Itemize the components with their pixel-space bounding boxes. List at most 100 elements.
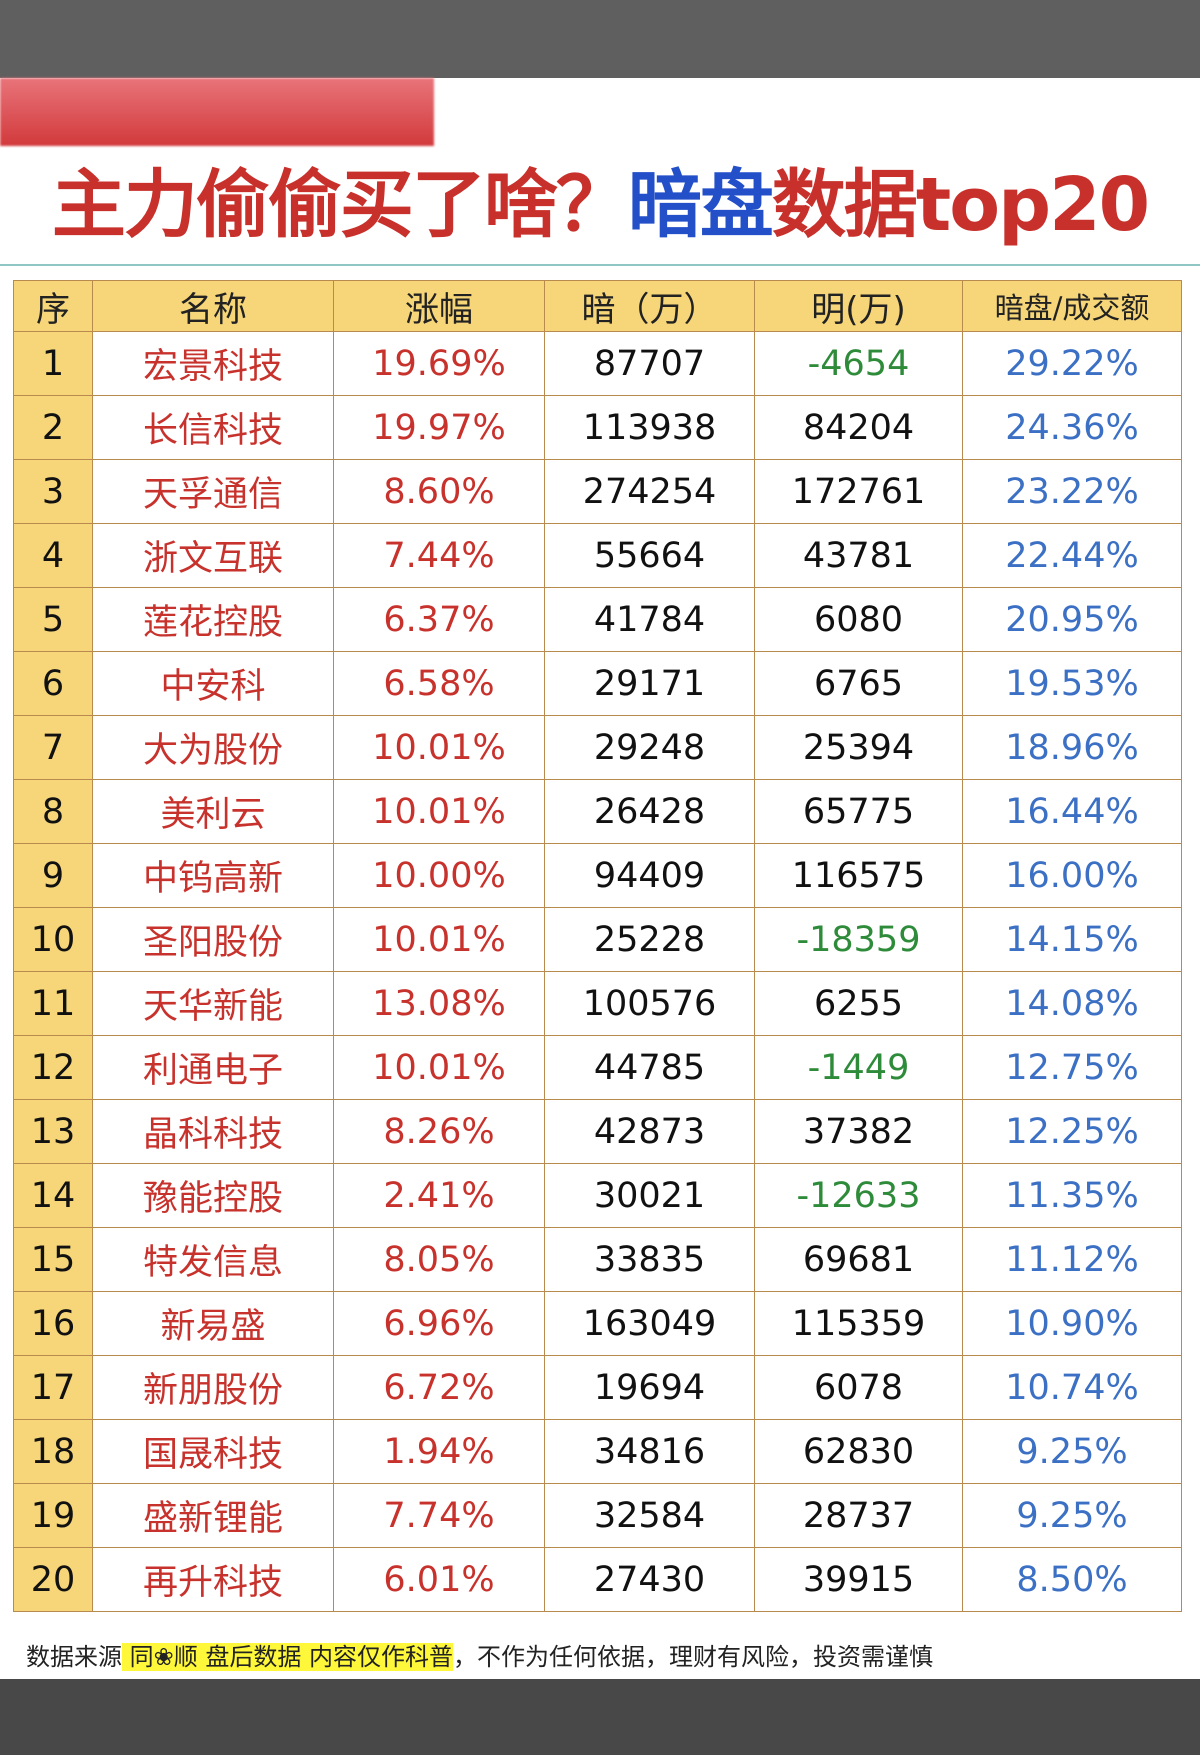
table-cell: 23.22% [962,459,1182,524]
table-cell: 29248 [544,715,755,780]
table-cell: 84204 [754,395,963,460]
footer-prefix: 数据来源 [26,1643,122,1671]
table-cell: 1.94% [333,1419,545,1484]
table-cell: 9.25% [962,1483,1182,1548]
table-row: 11 天华新能 13.08% 100576 6255 14.08% [13,971,1182,1036]
table-row: 7 大为股份 10.01% 29248 25394 18.96% [13,715,1182,780]
table-cell: 10.01% [333,907,545,972]
table-cell: 美利云 [92,779,334,844]
table-cell: 8.05% [333,1227,545,1292]
table-cell: 16.44% [962,779,1182,844]
table-cell: 62830 [754,1419,963,1484]
table-cell: 6.58% [333,651,545,716]
table-cell: 12.25% [962,1099,1182,1164]
footer-highlight: 同❀顺 盘后数据 内容仅作科普 [122,1643,453,1671]
table-cell: 113938 [544,395,755,460]
table-cell: 10.01% [333,715,545,780]
table-cell: 天孚通信 [92,459,334,524]
table-row: 5 莲花控股 6.37% 41784 6080 20.95% [13,587,1182,652]
table-row: 16 新易盛 6.96% 163049 115359 10.90% [13,1291,1182,1356]
table-cell: 12 [13,1035,93,1100]
table-cell: 国晟科技 [92,1419,334,1484]
table-row: 10 圣阳股份 10.01% 25228 -18359 14.15% [13,907,1182,972]
table-cell: 6.37% [333,587,545,652]
table-cell: 8.50% [962,1547,1182,1612]
table-cell: 16 [13,1291,93,1356]
table-cell: 43781 [754,523,963,588]
table-cell: 10.74% [962,1355,1182,1420]
table-row: 8 美利云 10.01% 26428 65775 16.44% [13,779,1182,844]
table-row: 20 再升科技 6.01% 27430 39915 8.50% [13,1547,1182,1612]
table-cell: 11.35% [962,1163,1182,1228]
table-cell: 7.44% [333,523,545,588]
table-cell: 2 [13,395,93,460]
table-cell: 8.26% [333,1099,545,1164]
table-row: 15 特发信息 8.05% 33835 69681 11.12% [13,1227,1182,1292]
table-cell: 13.08% [333,971,545,1036]
table-cell: 14.08% [962,971,1182,1036]
table-cell: 55664 [544,523,755,588]
table-cell: 9 [13,843,93,908]
table-cell: 天华新能 [92,971,334,1036]
page-title: 主力偷偷买了啥？暗盘数据top20 [0,160,1200,250]
table-cell: 10.01% [333,1035,545,1100]
table-cell: 65775 [754,779,963,844]
table-cell: 14 [13,1163,93,1228]
table-row: 9 中钨高新 10.00% 94409 116575 16.00% [13,843,1182,908]
table-cell: 6.72% [333,1355,545,1420]
table-cell: 6078 [754,1355,963,1420]
table-cell: 7.74% [333,1483,545,1548]
column-header: 暗（万） [544,280,755,332]
table-cell: 15 [13,1227,93,1292]
table-row: 13 晶科科技 8.26% 42873 37382 12.25% [13,1099,1182,1164]
table-cell: 宏景科技 [92,331,334,396]
table-cell: 94409 [544,843,755,908]
table-cell: 116575 [754,843,963,908]
table-cell: 8.60% [333,459,545,524]
footer-note: 数据来源 同❀顺 盘后数据 内容仅作科普，不作为任何依据，理财有风险，投资需谨慎 [26,1637,933,1672]
table-cell: 33835 [544,1227,755,1292]
table-cell: 新易盛 [92,1291,334,1356]
table-cell: 浙文互联 [92,523,334,588]
table-cell: 69681 [754,1227,963,1292]
table-cell: 豫能控股 [92,1163,334,1228]
table-cell: 9.25% [962,1419,1182,1484]
table-cell: -12633 [754,1163,963,1228]
table-cell: 19 [13,1483,93,1548]
column-header: 暗盘/成交额 [962,280,1182,332]
table-cell: 20.95% [962,587,1182,652]
table-cell: 42873 [544,1099,755,1164]
table-cell: 172761 [754,459,963,524]
table-cell: 6 [13,651,93,716]
table-cell: 13 [13,1099,93,1164]
data-table: 序名称 涨幅 暗（万） 明(万) 暗盘/成交额 1 宏景科技 19.69% 87707 -465… [13,280,1182,1612]
title-part3: 数据top20 [771,162,1150,248]
table-cell: 6.01% [333,1547,545,1612]
table-row: 18 国晟科技 1.94% 34816 62830 9.25% [13,1419,1182,1484]
table-row: 17 新朋股份 6.72% 19694 6078 10.74% [13,1355,1182,1420]
table-cell: 莲花控股 [92,587,334,652]
table-cell: 19.69% [333,331,545,396]
table-row: 6 中安科 6.58% 29171 6765 19.53% [13,651,1182,716]
table-cell: 再升科技 [92,1547,334,1612]
table-cell: 18.96% [962,715,1182,780]
table-cell: 24.36% [962,395,1182,460]
blurred-banner [0,78,434,146]
title-part2: 暗盘 [627,162,774,248]
table-cell: 41784 [544,587,755,652]
table-row: 2 长信科技 19.97% 113938 84204 24.36% [13,395,1182,460]
table-cell: 34816 [544,1419,755,1484]
table-cell: 新朋股份 [92,1355,334,1420]
table-header: 序名称 涨幅 暗（万） 明(万) 暗盘/成交额 [13,280,1182,332]
table-cell: 163049 [544,1291,755,1356]
table-cell: 6255 [754,971,963,1036]
table-cell: 22.44% [962,523,1182,588]
table-cell: 3 [13,459,93,524]
table-cell: 39915 [754,1547,963,1612]
column-header: 明(万) [754,280,963,332]
table-cell: 19694 [544,1355,755,1420]
table-cell: -1449 [754,1035,963,1100]
table-cell: 100576 [544,971,755,1036]
table-cell: 18 [13,1419,93,1484]
table-cell: 87707 [544,331,755,396]
